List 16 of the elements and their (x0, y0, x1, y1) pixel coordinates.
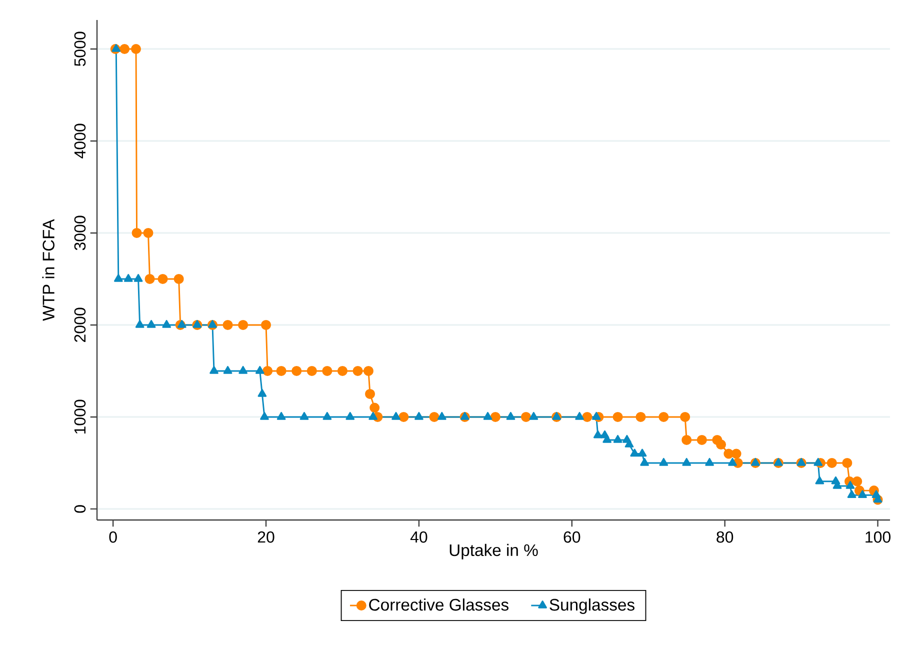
y-tick-label: 1000 (74, 400, 86, 434)
x-tick-label: 60 (564, 531, 580, 543)
y-tick-label: 2000 (74, 308, 86, 342)
x-tick-label: 20 (258, 531, 274, 543)
x-tick-label: 0 (109, 531, 117, 543)
x-tick-label: 100 (866, 531, 890, 543)
y-tick-label: 4000 (74, 124, 86, 158)
legend-label: Corrective Glasses (369, 598, 508, 611)
x-tick-label: 80 (716, 531, 734, 543)
y-tick-label: 0 (74, 505, 86, 513)
x-tick-label: 40 (410, 531, 428, 543)
y-tick-label: 5000 (74, 32, 86, 66)
legend-label: Sunglasses (550, 598, 634, 614)
x-axis-title: Uptake in % (450, 544, 538, 560)
y-axis-title: WTP in FCFA (42, 219, 54, 321)
y-tick-label: 3000 (74, 216, 86, 250)
